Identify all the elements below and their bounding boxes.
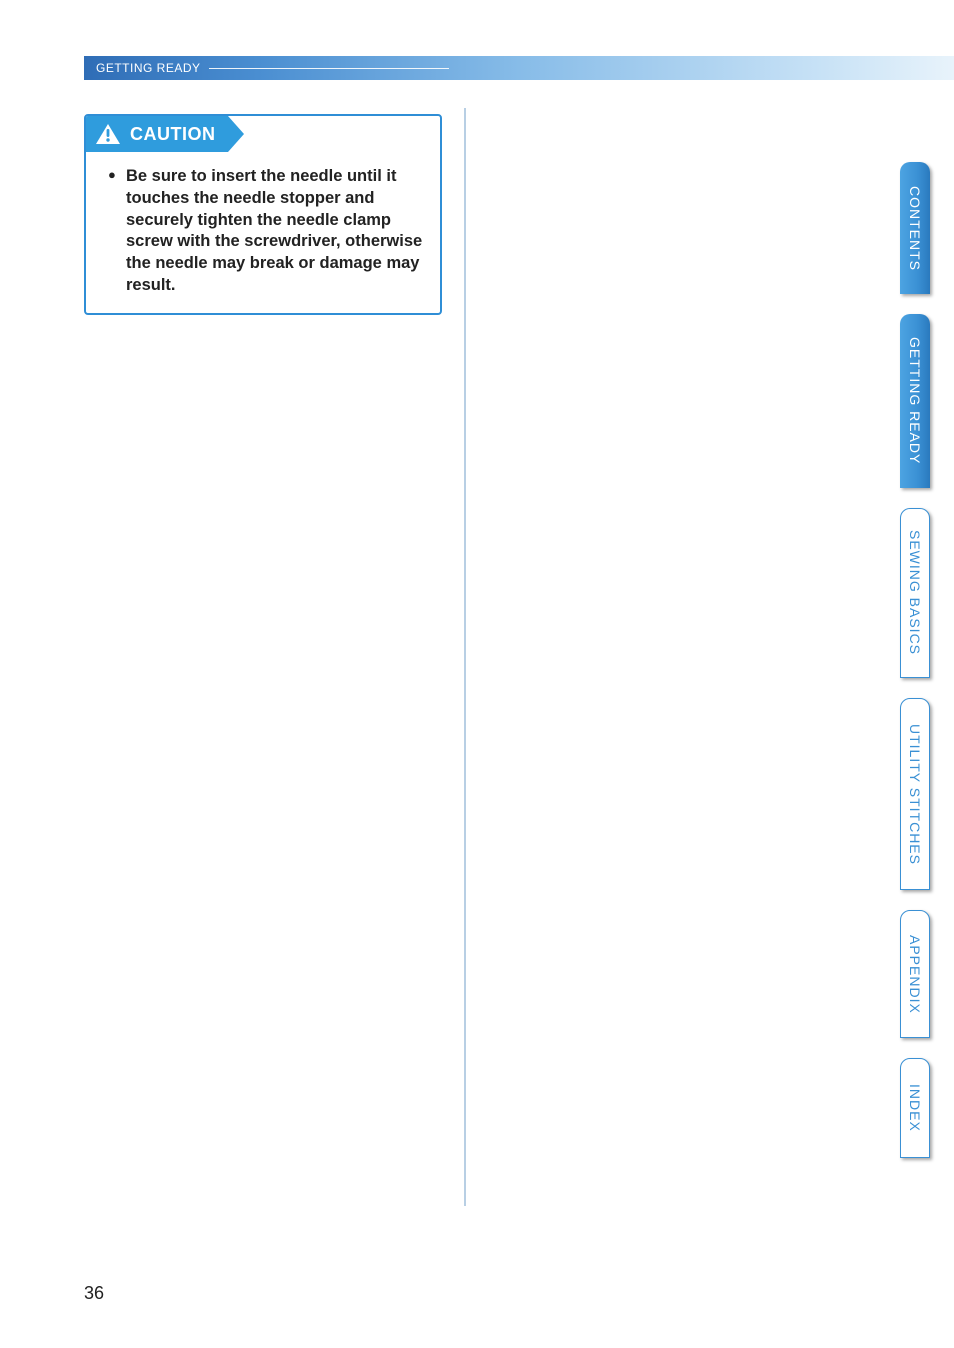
tab-sewing-basics[interactable]: SEWING BASICS bbox=[900, 508, 930, 678]
caution-title: CAUTION bbox=[130, 124, 216, 145]
caution-body: Be sure to insert the needle until it to… bbox=[86, 152, 440, 313]
caution-header: CAUTION bbox=[86, 116, 440, 152]
tab-label: APPENDIX bbox=[907, 921, 923, 1028]
tab-label: CONTENTS bbox=[907, 172, 923, 285]
caution-tab: CAUTION bbox=[86, 116, 228, 152]
tab-label: GETTING READY bbox=[907, 323, 923, 478]
tab-getting-ready[interactable]: GETTING READY bbox=[900, 314, 930, 488]
side-tabs: CONTENTS GETTING READY SEWING BASICS UTI… bbox=[900, 162, 932, 1158]
section-header-rule bbox=[209, 68, 449, 69]
tab-contents[interactable]: CONTENTS bbox=[900, 162, 930, 294]
tab-utility-stitches[interactable]: UTILITY STITCHES bbox=[900, 698, 930, 890]
page: GETTING READY CAUTION bbox=[0, 0, 954, 1348]
content-area: CAUTION Be sure to insert the needle unt… bbox=[84, 96, 854, 1226]
tab-label: INDEX bbox=[907, 1070, 923, 1146]
warning-triangle-icon bbox=[96, 124, 120, 144]
tab-label: SEWING BASICS bbox=[907, 516, 923, 669]
caution-item: Be sure to insert the needle until it to… bbox=[108, 166, 426, 297]
section-header-bar: GETTING READY bbox=[84, 56, 954, 80]
left-column: CAUTION Be sure to insert the needle unt… bbox=[84, 96, 464, 1226]
tab-label: UTILITY STITCHES bbox=[907, 710, 923, 879]
page-number: 36 bbox=[84, 1283, 104, 1304]
tab-index[interactable]: INDEX bbox=[900, 1058, 930, 1158]
caution-box: CAUTION Be sure to insert the needle unt… bbox=[84, 114, 442, 315]
section-header-label: GETTING READY bbox=[96, 61, 201, 75]
tab-appendix[interactable]: APPENDIX bbox=[900, 910, 930, 1038]
caution-list: Be sure to insert the needle until it to… bbox=[108, 166, 426, 297]
column-divider bbox=[464, 108, 466, 1206]
